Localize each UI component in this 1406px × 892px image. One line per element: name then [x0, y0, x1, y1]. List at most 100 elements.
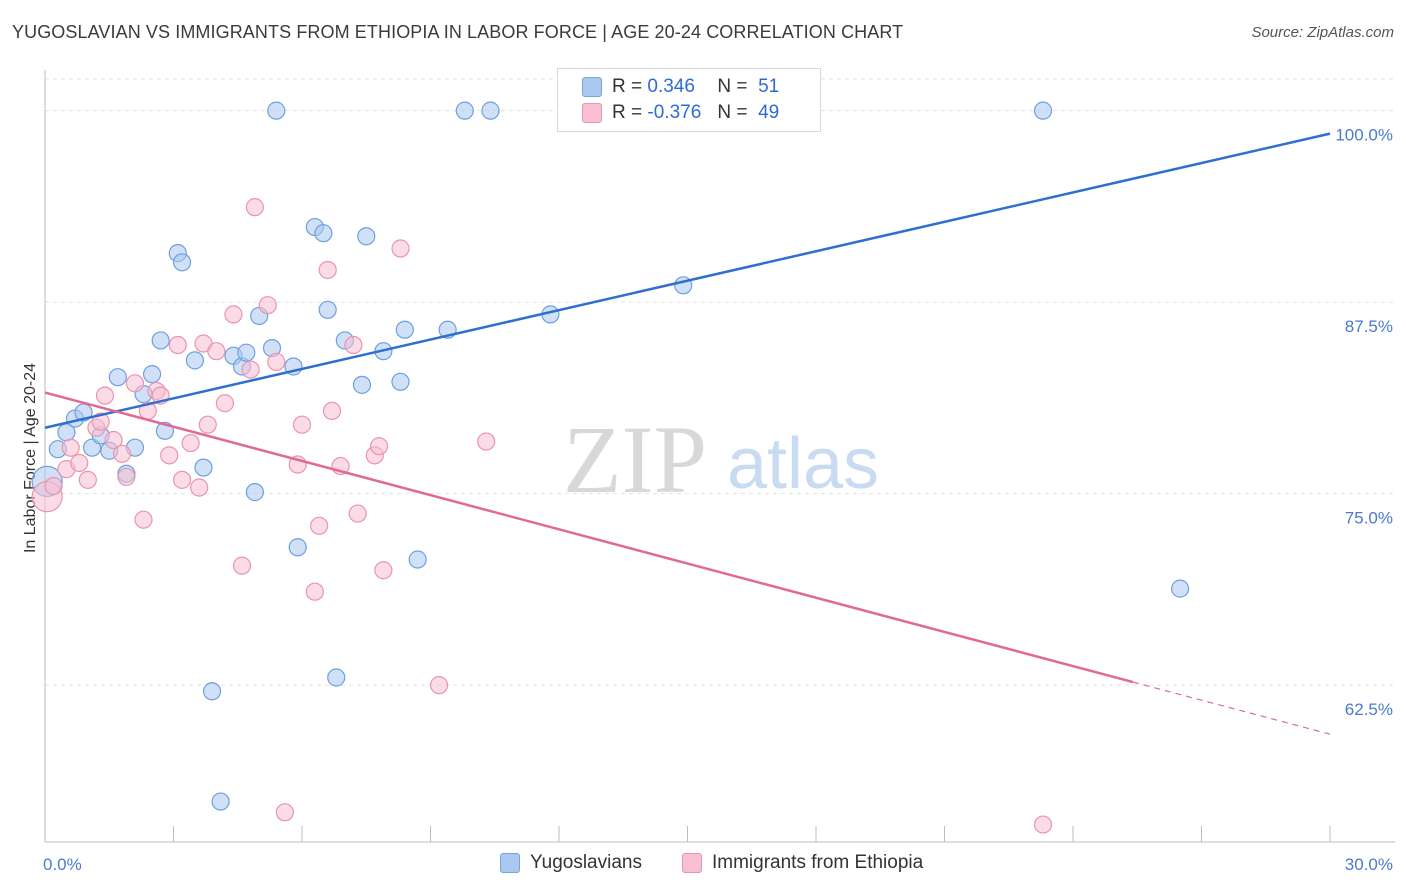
- point-yugoslavians: [267, 101, 286, 120]
- legend-swatch-pink: [582, 103, 602, 123]
- data-points: [31, 101, 1190, 834]
- legend-row-ethiopia: R = -0.376 N = 49: [582, 101, 779, 125]
- legend-label: Immigrants from Ethiopia: [712, 852, 924, 873]
- point-ethiopia: [374, 561, 393, 580]
- point-yugoslavians: [481, 101, 500, 120]
- point-ethiopia: [44, 476, 63, 496]
- point-ethiopia: [275, 803, 294, 822]
- watermark-zip: ZIP: [563, 406, 707, 513]
- point-yugoslavians: [391, 372, 410, 391]
- point-yugoslavians: [202, 682, 222, 701]
- point-ethiopia: [305, 582, 324, 601]
- point-ethiopia: [160, 446, 179, 465]
- point-yugoslavians: [194, 458, 213, 477]
- point-ethiopia: [207, 342, 226, 361]
- y-tick-label: 100.0%: [1335, 126, 1393, 145]
- legend-n-value: 49: [758, 102, 780, 123]
- legend-r-value: -0.376: [647, 102, 702, 123]
- correlation-legend: R = 0.346 N = 51 R = -0.376 N = 49: [557, 68, 821, 132]
- trend-line-yugoslavians: [44, 132, 1331, 429]
- point-ethiopia: [429, 676, 449, 695]
- point-yugoslavians: [314, 224, 333, 243]
- point-ethiopia: [310, 516, 329, 535]
- point-ethiopia: [172, 470, 192, 489]
- legend-swatch-blue: [582, 77, 602, 97]
- point-yugoslavians: [245, 483, 264, 502]
- legend-n-label: N =: [717, 76, 748, 97]
- series-legend: Yugoslavians Immigrants from Ethiopia: [0, 852, 1406, 878]
- legend-r-value: 0.346: [647, 76, 695, 97]
- legend-n-label: N =: [717, 102, 748, 123]
- point-yugoslavians: [185, 351, 205, 370]
- point-ethiopia: [95, 386, 115, 405]
- point-ethiopia: [1033, 815, 1053, 834]
- point-ethiopia: [215, 394, 234, 413]
- point-ethiopia: [477, 432, 496, 451]
- legend-swatch-blue: [500, 853, 520, 873]
- legend-row-yugoslavians: R = 0.346 N = 51: [582, 75, 779, 99]
- legend-item-ethiopia[interactable]: Immigrants from Ethiopia: [682, 852, 923, 874]
- point-yugoslavians: [1033, 101, 1053, 120]
- point-yugoslavians: [318, 300, 337, 319]
- point-yugoslavians: [408, 550, 427, 569]
- legend-label: Yugoslavians: [530, 852, 642, 873]
- point-ethiopia: [391, 239, 410, 258]
- point-ethiopia: [322, 401, 342, 421]
- point-yugoslavians: [1170, 579, 1190, 598]
- legend-swatch-pink: [682, 853, 702, 873]
- watermark-atlas: atlas: [727, 424, 879, 504]
- point-ethiopia: [125, 374, 145, 393]
- point-yugoslavians: [395, 320, 414, 339]
- point-ethiopia: [292, 415, 312, 434]
- point-yugoslavians: [357, 227, 376, 246]
- point-ethiopia: [198, 415, 217, 434]
- tick-labels: 100.0% 87.5% 75.0% 62.5% 0.0% 30.0%: [43, 126, 1393, 874]
- trend-line-ethiopia: [44, 391, 1134, 684]
- point-yugoslavians: [352, 375, 372, 394]
- legend-r-label: R =: [612, 76, 643, 97]
- point-ethiopia: [70, 453, 89, 473]
- point-ethiopia: [91, 412, 110, 431]
- point-ethiopia: [117, 467, 136, 486]
- x-tick-label: 0.0%: [43, 855, 82, 874]
- point-yugoslavians: [288, 538, 307, 557]
- point-yugoslavians: [327, 668, 346, 687]
- point-yugoslavians: [237, 343, 256, 362]
- trend-lines: [44, 132, 1331, 735]
- point-ethiopia: [370, 437, 389, 456]
- point-yugoslavians: [142, 365, 162, 384]
- point-yugoslavians: [455, 101, 474, 120]
- source-label: Source: ZipAtlas.com: [1251, 24, 1394, 41]
- point-ethiopia: [181, 433, 200, 453]
- legend-item-yugoslavians[interactable]: Yugoslavians: [500, 852, 642, 874]
- point-ethiopia: [318, 260, 337, 280]
- point-ethiopia: [78, 470, 97, 489]
- y-tick-label: 62.5%: [1345, 700, 1393, 719]
- point-ethiopia: [267, 352, 286, 371]
- chart-title: YUGOSLAVIAN VS IMMIGRANTS FROM ETHIOPIA …: [12, 22, 904, 42]
- point-yugoslavians: [151, 331, 170, 350]
- axes: [44, 70, 1395, 843]
- trend-line-ethiopia-extension: [1132, 681, 1331, 735]
- point-ethiopia: [344, 335, 363, 355]
- point-ethiopia: [258, 296, 277, 315]
- point-ethiopia: [168, 335, 187, 355]
- legend-n-value: 51: [758, 76, 780, 97]
- x-tick-label: 30.0%: [1345, 855, 1393, 874]
- watermark: ZIP atlas: [563, 406, 879, 513]
- point-ethiopia: [190, 478, 209, 497]
- point-yugoslavians: [172, 253, 192, 272]
- y-tick-label: 75.0%: [1345, 509, 1393, 528]
- point-yugoslavians: [108, 368, 127, 387]
- point-ethiopia: [232, 556, 252, 575]
- point-ethiopia: [61, 438, 80, 457]
- point-ethiopia: [224, 305, 243, 324]
- point-ethiopia: [104, 430, 123, 450]
- point-ethiopia: [134, 510, 153, 529]
- point-ethiopia: [348, 504, 367, 523]
- y-tick-label: 87.5%: [1345, 317, 1393, 336]
- point-ethiopia: [245, 198, 264, 217]
- legend-r-label: R =: [612, 102, 643, 123]
- point-ethiopia: [241, 360, 260, 379]
